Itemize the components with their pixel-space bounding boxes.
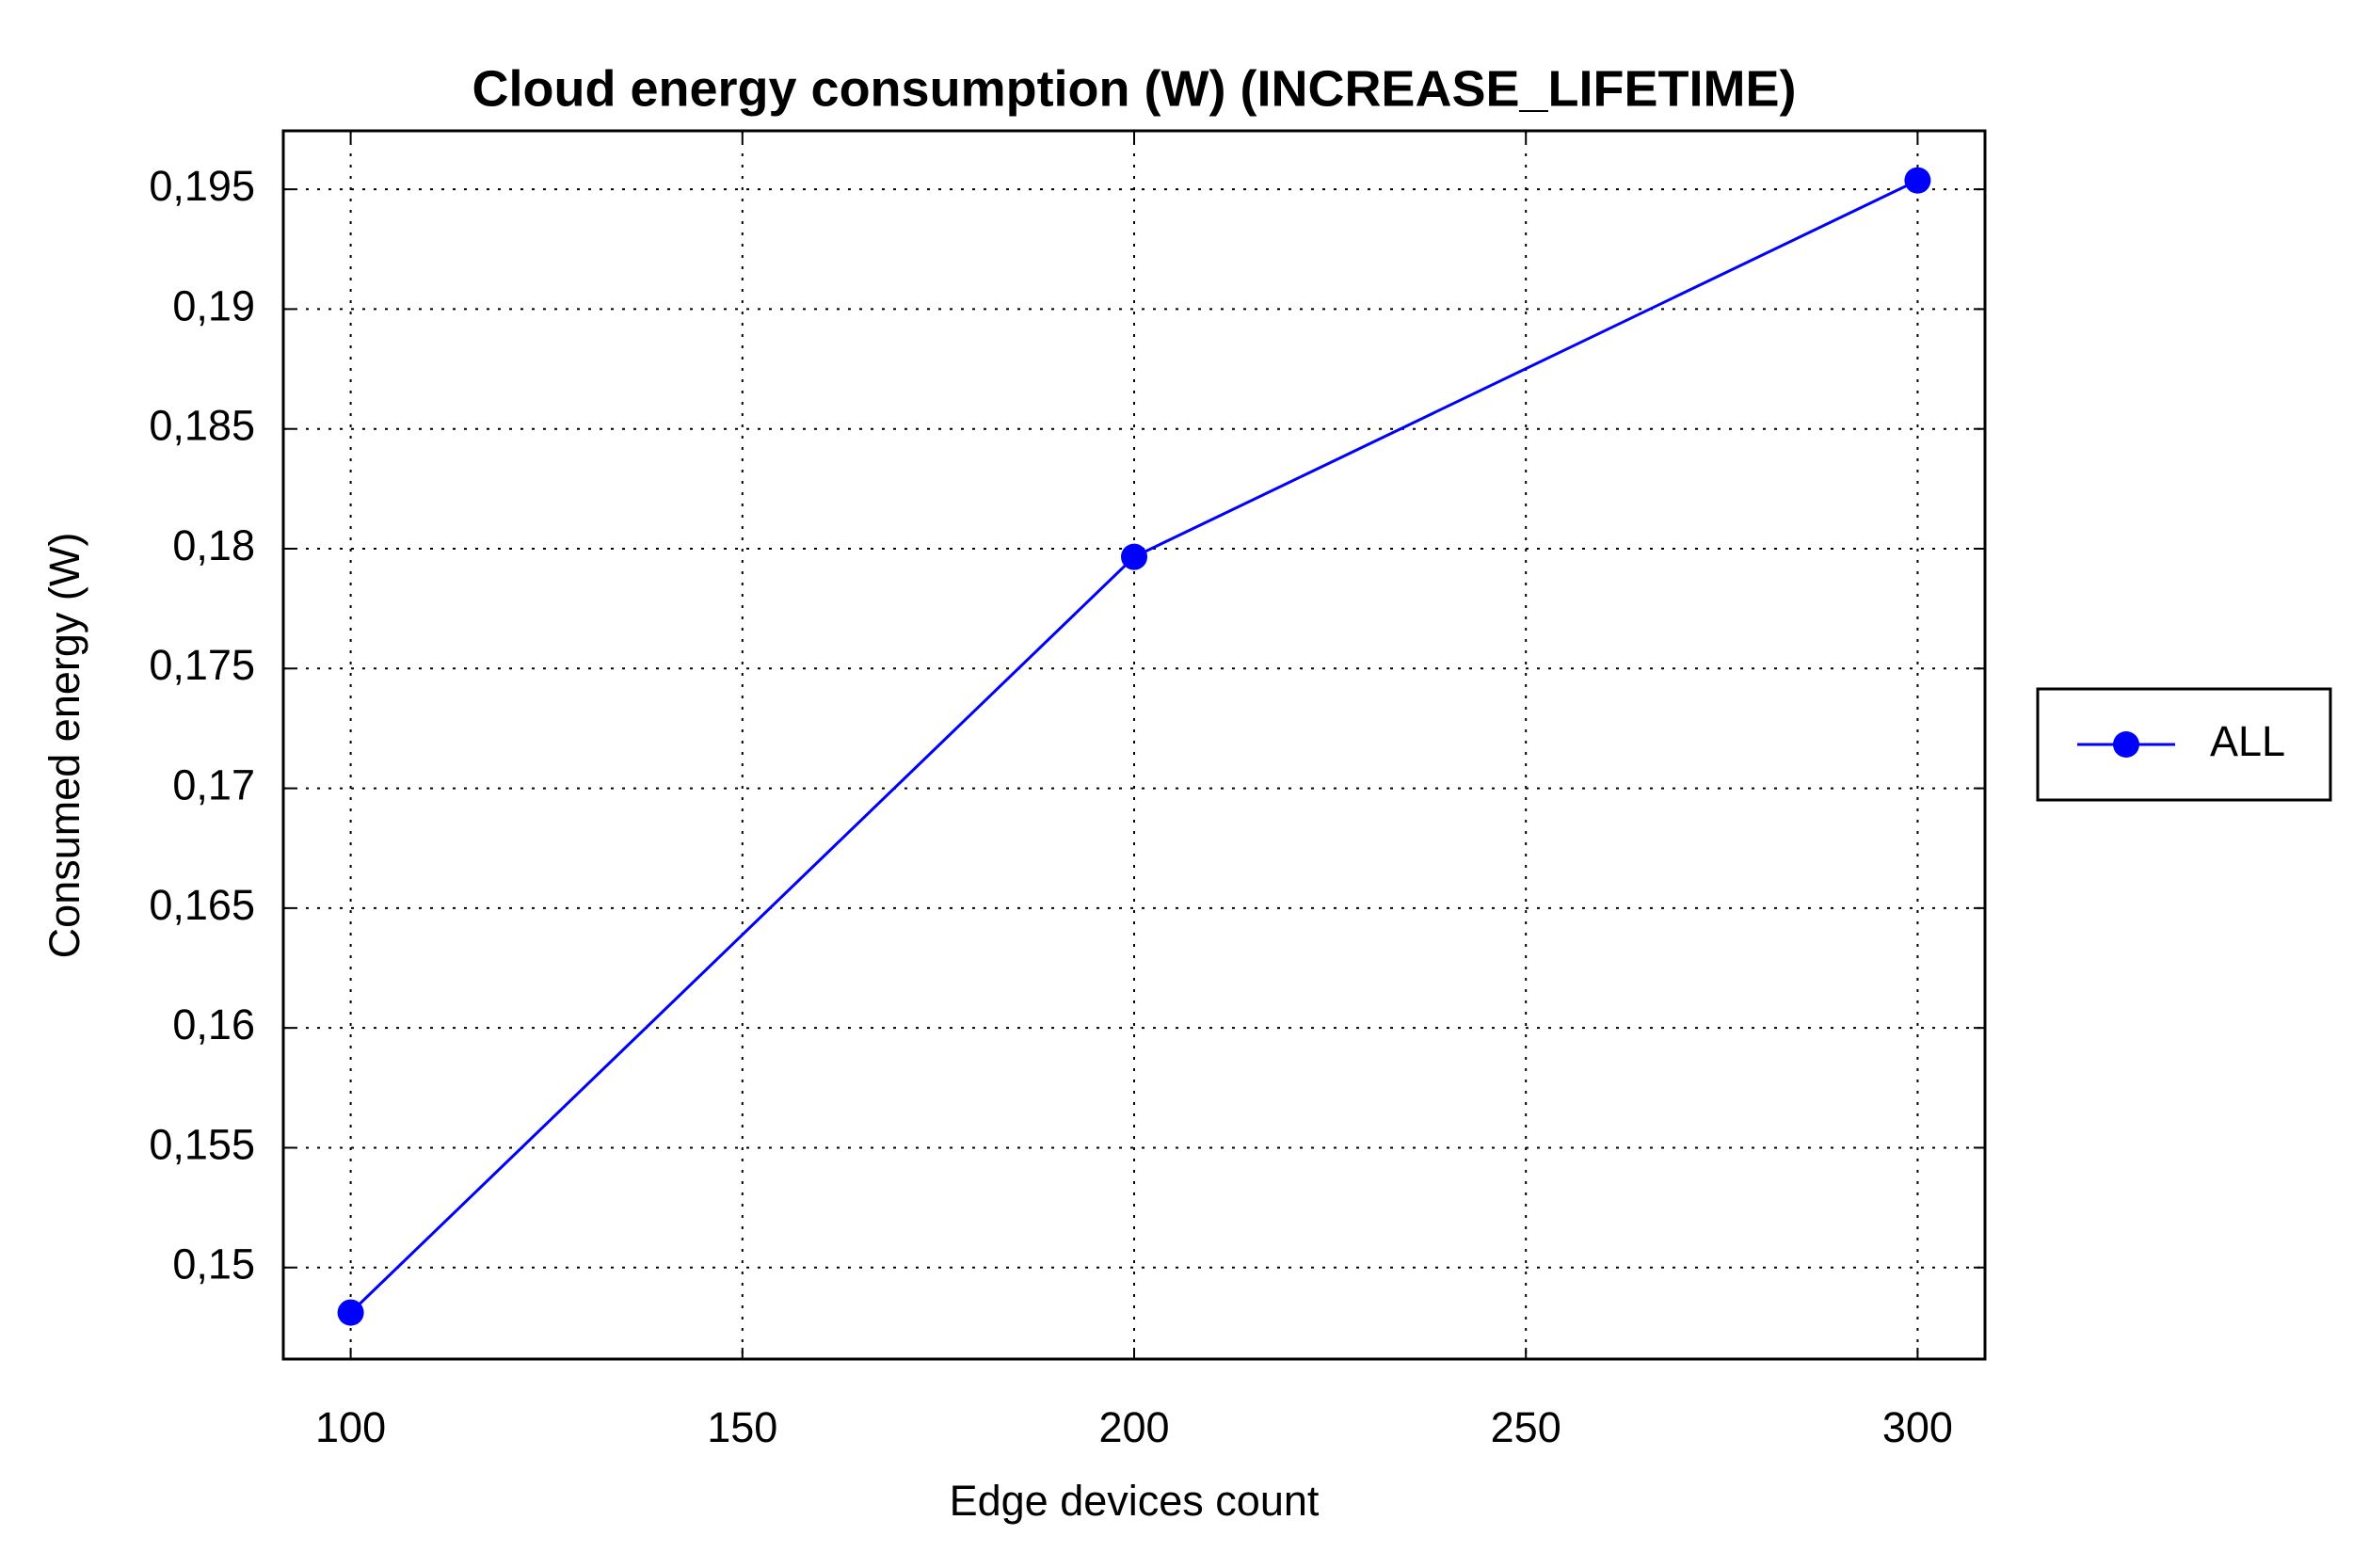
y-tick-label: 0,185	[149, 402, 255, 450]
x-tick-label: 300	[1882, 1403, 1953, 1451]
chart-title: Cloud energy consumption (W) (INCREASE_L…	[472, 60, 1797, 117]
y-tick-label: 0,175	[149, 641, 255, 689]
plot-frame	[281, 129, 1987, 1361]
y-tick-label: 0,17	[172, 760, 255, 808]
y-tick-label: 0,15	[172, 1240, 255, 1288]
y-tick-label: 0,18	[172, 521, 255, 569]
y-tick-label: 0,19	[172, 281, 255, 329]
y-tick-label: 0,16	[172, 1000, 255, 1048]
data-point	[1121, 543, 1147, 570]
legend-label: ALL	[2210, 717, 2285, 765]
y-tick-label: 0,155	[149, 1120, 255, 1168]
x-tick-label: 200	[1098, 1403, 1169, 1451]
legend-marker	[2113, 731, 2139, 758]
y-tick-label: 0,165	[149, 881, 255, 929]
y-axis-label: Consumed energy (W)	[40, 533, 88, 959]
data-point	[1904, 167, 1931, 194]
y-tick-label: 0,195	[149, 162, 255, 210]
x-tick-label: 250	[1491, 1403, 1561, 1451]
x-axis-label: Edge devices count	[950, 1477, 1320, 1525]
x-tick-label: 150	[707, 1403, 777, 1451]
x-tick-label: 100	[315, 1403, 386, 1451]
data-point	[337, 1299, 364, 1326]
